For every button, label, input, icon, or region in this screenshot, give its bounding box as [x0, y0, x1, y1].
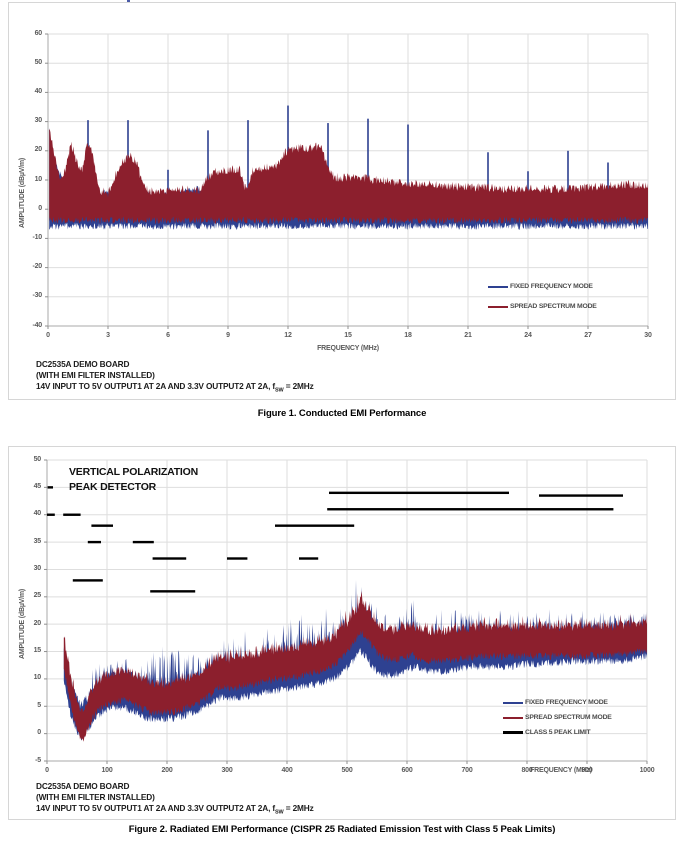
x-tick-label: 700 [461, 767, 473, 774]
y-tick-label: 20 [33, 619, 42, 627]
x-tick-label: 6 [166, 332, 170, 339]
y-tick-label: 50 [34, 58, 43, 66]
x-tick-label: 900 [581, 767, 593, 774]
y-tick-label: 60 [34, 29, 43, 37]
x-tick-label: 800 [521, 767, 533, 774]
legend-row-fixed-frequency: FIXED FREQUENCY MODE [503, 699, 608, 706]
figure2-annotation: VERTICAL POLARIZATION PEAK DETECTOR [69, 465, 198, 495]
y-tick-label: -40 [32, 321, 42, 329]
fixed-frequency-line-swatch [488, 285, 508, 288]
legend-label: SPREAD SPECTRUM MODE [510, 303, 597, 310]
x-tick-label: 1000 [639, 767, 655, 774]
y-tick-label: 10 [33, 674, 42, 682]
y-tick-label: 35 [33, 537, 42, 545]
y-tick-label: 40 [33, 510, 42, 518]
legend-label: FIXED FREQUENCY MODE [510, 283, 593, 290]
x-tick-label: 12 [284, 332, 292, 339]
y-tick-label: 30 [34, 117, 43, 125]
x-tick-label: 100 [101, 767, 113, 774]
radiated-emi-chart-canvas [44, 459, 648, 764]
y-tick-label: 20 [34, 146, 43, 154]
figure1-conducted-emi-panel: AMPLITUDE (dBµV/m) FREQUENCY (MHz) FIXED… [8, 2, 676, 400]
legend-label: CLASS 5 PEAK LIMIT [525, 729, 591, 736]
legend-row-class5-limit: CLASS 5 PEAK LIMIT [503, 729, 591, 736]
x-tick-label: 30 [644, 332, 652, 339]
class5-limit-line-swatch [503, 731, 523, 734]
x-tick-label: 9 [226, 332, 230, 339]
legend-row-spread-spectrum: SPREAD SPECTRUM MODE [503, 714, 612, 721]
edge-artifact [127, 0, 130, 3]
x-tick-label: 21 [464, 332, 472, 339]
conducted-emi-chart-canvas [45, 33, 649, 329]
x-tick-label: 24 [524, 332, 532, 339]
y-tick-label: -30 [32, 292, 42, 300]
legend-row-spread-spectrum: SPREAD SPECTRUM MODE [488, 303, 597, 310]
x-tick-label: 3 [106, 332, 110, 339]
figure2-x-axis-title: FREQUENCY (MHz) [530, 767, 592, 774]
note-line: (WITH EMI FILTER INSTALLED) [36, 791, 155, 802]
figure1-caption: Figure 1. Conducted EMI Performance [257, 408, 427, 419]
y-tick-label: 25 [33, 592, 42, 600]
y-tick-label: 40 [34, 87, 43, 95]
x-tick-label: 15 [344, 332, 352, 339]
annotation-line: PEAK DETECTOR [69, 481, 157, 493]
y-tick-label: 50 [33, 455, 42, 463]
figure1-test-conditions: DC2535A DEMO BOARD (WITH EMI FILTER INST… [36, 359, 314, 396]
y-tick-label: 15 [33, 647, 42, 655]
y-tick-label: 30 [33, 564, 42, 572]
y-tick-label: 45 [33, 482, 42, 490]
spread-spectrum-line-swatch [488, 305, 508, 308]
spread-spectrum-line-swatch [503, 716, 523, 719]
y-tick-label: -10 [32, 233, 42, 241]
y-tick-label: -20 [32, 263, 42, 271]
y-tick-label: 0 [37, 729, 41, 737]
legend-label: FIXED FREQUENCY MODE [525, 699, 608, 706]
y-tick-label: 10 [34, 175, 43, 183]
x-tick-label: 400 [281, 767, 293, 774]
y-tick-label: 5 [37, 701, 41, 709]
note-line: (WITH EMI FILTER INSTALLED) [36, 369, 155, 380]
legend-row-fixed-frequency: FIXED FREQUENCY MODE [488, 283, 593, 290]
x-tick-label: 0 [45, 767, 49, 774]
note-line: 14V INPUT TO 5V OUTPUT1 AT 2A AND 3.3V O… [36, 380, 314, 394]
figure2-caption: Figure 2. Radiated EMI Performance (CISP… [128, 824, 556, 835]
x-tick-label: 300 [221, 767, 233, 774]
fixed-frequency-line-swatch [503, 701, 523, 704]
figure1-y-axis-title: AMPLITUDE (dBµV/m) [19, 157, 26, 228]
x-tick-label: 500 [341, 767, 353, 774]
figure2-radiated-emi-panel: VERTICAL POLARIZATION PEAK DETECTOR AMPL… [8, 446, 676, 820]
x-tick-label: 200 [161, 767, 173, 774]
figure2-test-conditions: DC2535A DEMO BOARD (WITH EMI FILTER INST… [36, 781, 314, 818]
x-tick-label: 600 [401, 767, 413, 774]
x-tick-label: 0 [46, 332, 50, 339]
legend-label: SPREAD SPECTRUM MODE [525, 714, 612, 721]
annotation-line: VERTICAL POLARIZATION [69, 466, 198, 478]
note-line: 14V INPUT TO 5V OUTPUT1 AT 2A AND 3.3V O… [36, 802, 314, 816]
y-tick-label: -5 [35, 756, 41, 764]
note-line: DC2535A DEMO BOARD [36, 359, 130, 369]
y-tick-label: 0 [38, 204, 42, 212]
note-line: DC2535A DEMO BOARD [36, 781, 130, 791]
x-tick-label: 18 [404, 332, 412, 339]
figure1-x-axis-title: FREQUENCY (MHz) [317, 345, 379, 352]
x-tick-label: 27 [584, 332, 592, 339]
